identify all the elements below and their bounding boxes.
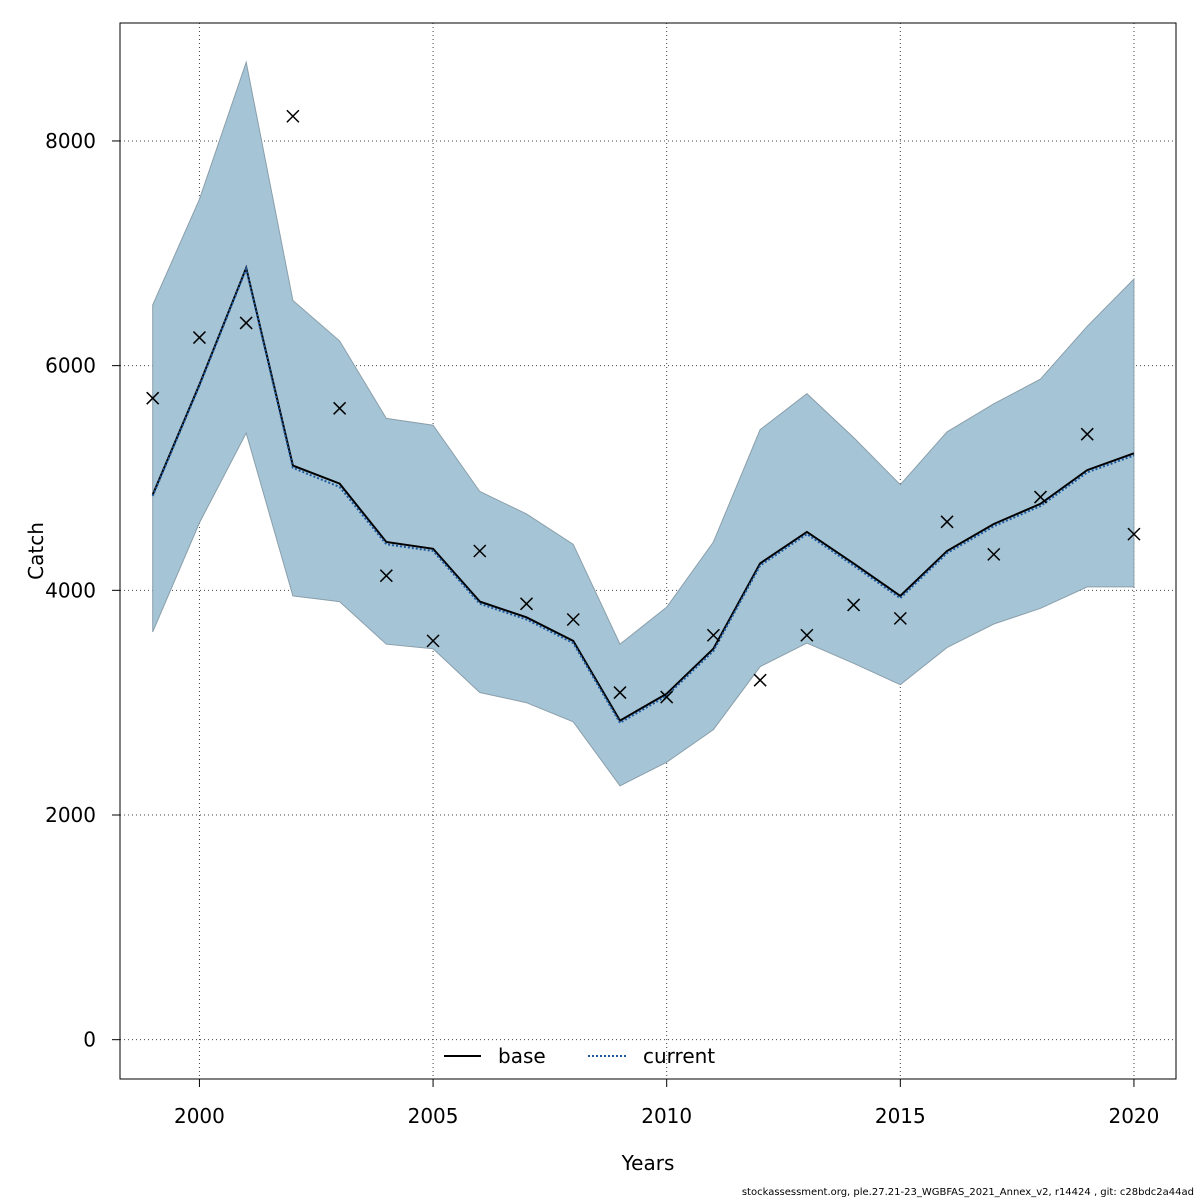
legend: base current: [444, 1044, 715, 1068]
y-tick-label-4000: 4000: [45, 578, 96, 602]
observation-marker-stroke: [426, 634, 440, 648]
observation-marker-2020: [1127, 527, 1141, 541]
observation-marker-2016: [940, 515, 954, 529]
axes: 2000 2005 2010 2015 2020 0 2000 4000 6000 8000: [45, 129, 1159, 1128]
observation-marker-stroke: [473, 544, 487, 558]
observation-marker-stroke: [940, 515, 954, 529]
observation-marker-2004: [379, 569, 393, 583]
x-tick-label-2010: 2010: [641, 1104, 692, 1128]
series-line-base: [151, 264, 1135, 722]
confidence-band: [152, 60, 1135, 787]
observation-marker-stroke: [753, 673, 767, 687]
observation-marker-2015: [893, 611, 907, 625]
observation-marker-2008: [566, 612, 580, 627]
observation-marker-2006: [473, 544, 487, 558]
observation-marker-2005: [426, 634, 440, 648]
observation-marker-2000: [192, 331, 206, 345]
observation-marker-2010: [660, 690, 674, 704]
footer-credit: stockassessment.org, ple.27.21-23_WGBFAS…: [741, 1187, 1194, 1198]
observation-marker-stroke: [333, 401, 347, 415]
observation-marker-stroke: [800, 628, 814, 642]
observation-marker-stroke: [847, 598, 861, 612]
observation-marker-2012: [753, 673, 767, 687]
observation-marker-2003: [333, 401, 347, 415]
observation-marker-stroke: [286, 109, 300, 123]
x-tick-label-2020: 2020: [1108, 1104, 1159, 1128]
x-tick-label-2005: 2005: [408, 1104, 459, 1128]
x-tick-label-2000: 2000: [174, 1104, 225, 1128]
observation-marker-stroke: [379, 569, 393, 583]
observation-marker-2001: [239, 316, 253, 330]
y-tick-label-6000: 6000: [45, 354, 96, 378]
observation-marker-2009: [613, 686, 627, 700]
observation-marker-stroke: [660, 690, 674, 704]
observation-marker-2007: [519, 597, 534, 611]
observation-marker-2017: [987, 547, 1001, 561]
observation-marker-2018: [1033, 490, 1048, 504]
observation-marker-stroke: [192, 331, 206, 345]
plot-border: [119, 22, 1177, 1080]
observation-marker-stroke: [566, 612, 580, 627]
observation-marker-stroke: [1080, 427, 1094, 441]
observation-marker-stroke: [987, 547, 1001, 561]
observation-marker-stroke: [706, 628, 720, 642]
observation-marker-2011: [706, 628, 720, 642]
observation-marker-2013: [800, 628, 814, 642]
y-tick-label-2000: 2000: [45, 803, 96, 827]
y-tick-label-0: 0: [83, 1028, 96, 1052]
observation-marker-2002: [286, 109, 300, 123]
x-axis-title: Years: [621, 1151, 675, 1175]
observation-marker-stroke: [613, 686, 627, 700]
series-line-current: [151, 265, 1135, 725]
observation-marker-stroke: [1033, 490, 1048, 504]
y-axis-title: Catch: [24, 522, 48, 580]
y-tick-label-8000: 8000: [45, 129, 96, 153]
observation-marker-stroke: [239, 316, 253, 330]
observation-marker-2014: [847, 598, 861, 612]
observation-marker-stroke: [1127, 527, 1141, 541]
observation-markers: [146, 109, 1141, 704]
observation-marker-stroke: [146, 391, 160, 405]
observation-marker-1999: [146, 391, 160, 405]
observation-marker-stroke: [893, 611, 907, 625]
legend-label-current: current: [643, 1044, 715, 1068]
observation-marker-stroke: [519, 597, 534, 611]
observation-marker-2019: [1080, 427, 1094, 441]
x-tick-label-2015: 2015: [875, 1104, 926, 1128]
legend-label-base: base: [498, 1044, 546, 1068]
